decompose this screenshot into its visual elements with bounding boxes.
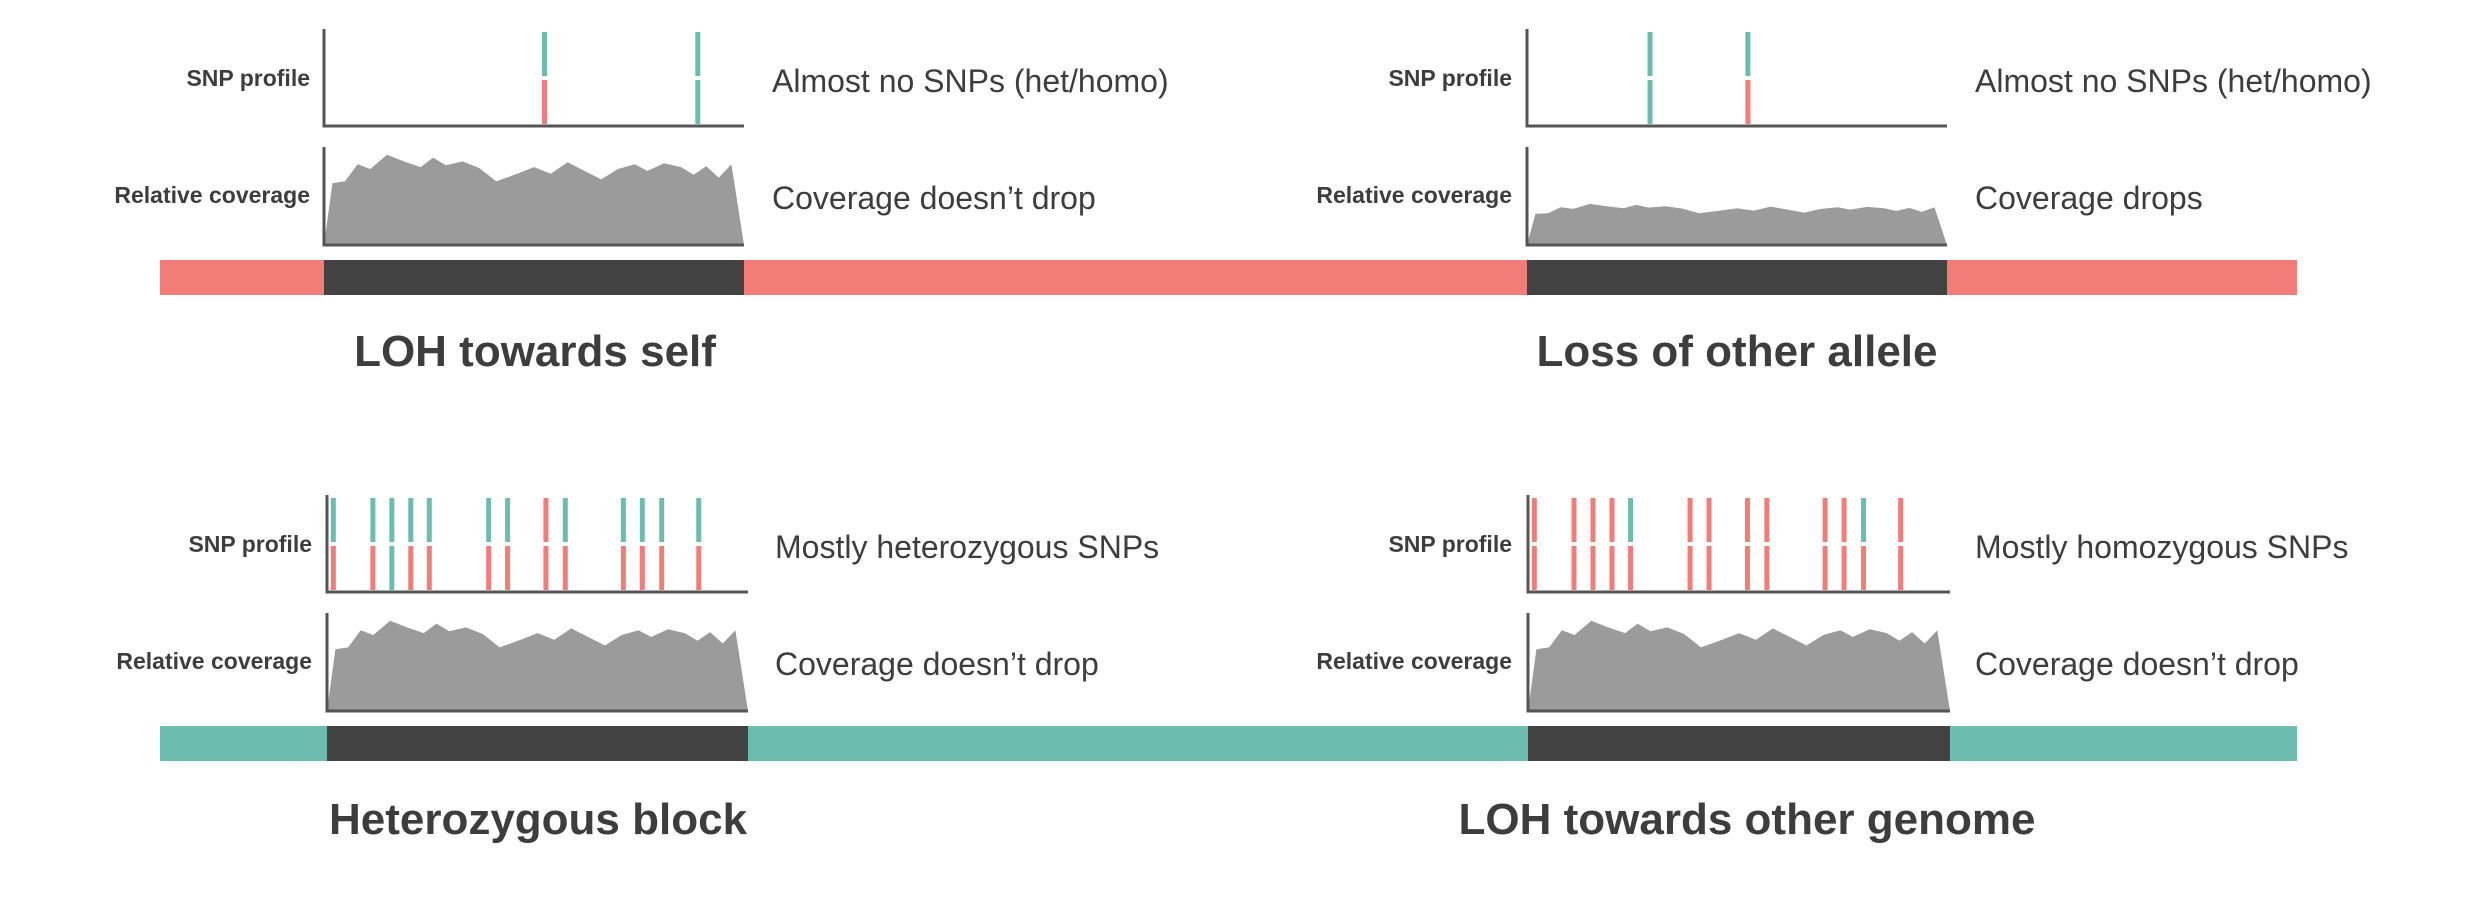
coverage-description: Coverage drops [1975, 180, 2203, 216]
coverage-description: Coverage doesn’t drop [772, 180, 1096, 216]
loh-block [1527, 260, 1947, 295]
coverage-axis [1526, 613, 1950, 713]
coverage-axis [1525, 147, 1947, 247]
snp-axis [1525, 29, 1947, 128]
coverage-description: Coverage doesn’t drop [1975, 646, 2299, 682]
loh-block [324, 260, 744, 295]
coverage-area [1527, 203, 1947, 245]
panel-loh-towards-self: SNP profile Relative coverage Almost no … [114, 29, 1169, 376]
snp-profile-plot [542, 32, 701, 124]
snp-axis [325, 495, 748, 594]
panel-title: LOH towards self [354, 327, 716, 376]
snp-description: Almost no SNPs (het/homo) [772, 63, 1169, 99]
panel-title: Heterozygous block [329, 795, 748, 844]
coverage-axis [322, 147, 744, 247]
snp-profile-label: SNP profile [1388, 531, 1512, 557]
relative-coverage-label: Relative coverage [116, 648, 312, 674]
snp-profile-label: SNP profile [1388, 65, 1512, 91]
panel-heterozygous-block: SNP profile Relative coverage Mostly het… [116, 495, 1159, 844]
snp-profile-label: SNP profile [188, 531, 312, 557]
panel-loh-towards-other-genome: SNP profile Relative coverage Mostly hom… [1316, 495, 2348, 844]
panel-title: LOH towards other genome [1459, 795, 2036, 844]
snp-axis [1526, 495, 1950, 594]
snp-profile-plot [330, 498, 702, 590]
panel-title: Loss of other allele [1537, 327, 1938, 376]
snp-description: Almost no SNPs (het/homo) [1975, 63, 2372, 99]
snp-profile-plot [1647, 32, 1751, 124]
heterozygous-block [327, 726, 748, 761]
snp-description: Mostly heterozygous SNPs [775, 529, 1159, 565]
snp-axis [322, 29, 744, 128]
coverage-axis [325, 613, 748, 713]
coverage-description: Coverage doesn’t drop [775, 646, 1099, 682]
loh-block [1528, 726, 1950, 761]
relative-coverage-label: Relative coverage [1316, 182, 1512, 208]
panel-loss-of-other-allele: SNP profile Relative coverage Almost no … [1316, 29, 2372, 376]
coverage-area [1528, 620, 1950, 711]
coverage-area [327, 620, 748, 711]
snp-profile-label: SNP profile [186, 65, 310, 91]
coverage-area [324, 154, 744, 245]
relative-coverage-label: Relative coverage [1316, 648, 1512, 674]
snp-profile-plot [1531, 498, 1904, 590]
snp-description: Mostly homozygous SNPs [1975, 529, 2348, 565]
relative-coverage-label: Relative coverage [114, 182, 310, 208]
